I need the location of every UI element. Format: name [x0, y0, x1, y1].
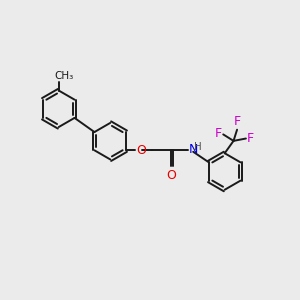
Text: O: O: [166, 169, 176, 182]
Text: F: F: [247, 132, 254, 145]
Text: F: F: [233, 115, 241, 128]
Text: H: H: [194, 142, 202, 152]
Text: F: F: [215, 127, 222, 140]
Text: CH₃: CH₃: [54, 71, 74, 81]
Text: O: O: [136, 144, 146, 157]
Text: N: N: [188, 143, 198, 156]
